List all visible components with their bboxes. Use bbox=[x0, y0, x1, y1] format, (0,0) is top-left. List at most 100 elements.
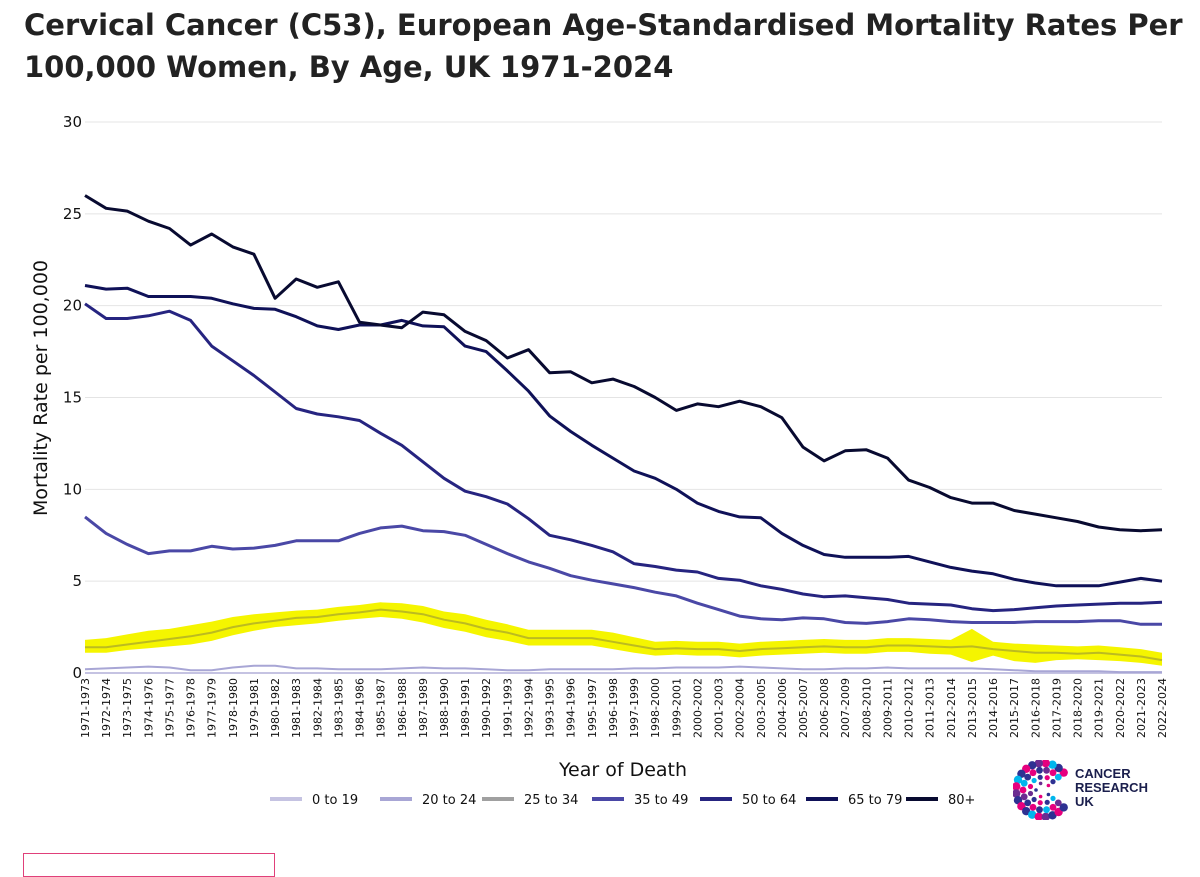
logo-dot bbox=[1031, 796, 1037, 803]
x-tick-label: 1985-1987 bbox=[375, 678, 388, 738]
x-tick-label: 2008-2010 bbox=[860, 678, 873, 738]
logo-dot bbox=[1036, 806, 1043, 814]
x-tick-label: 1978-1980 bbox=[227, 678, 240, 738]
logo-line: RESEARCH bbox=[1075, 780, 1148, 795]
logo-dot bbox=[1054, 799, 1062, 807]
logo-line: UK bbox=[1075, 794, 1094, 809]
x-tick-label: 2019-2021 bbox=[1093, 678, 1106, 738]
x-tick-label: 1973-1975 bbox=[121, 678, 134, 738]
logo-dot bbox=[1028, 810, 1037, 819]
logo-dot bbox=[1013, 775, 1023, 784]
logo-dot bbox=[1046, 783, 1051, 788]
y-tick-label: 5 bbox=[72, 572, 82, 590]
logo-dot bbox=[1012, 782, 1021, 791]
logo-dot bbox=[1049, 769, 1057, 777]
x-tick-label: 1984-1986 bbox=[354, 678, 367, 738]
logo-dot bbox=[1036, 766, 1043, 774]
x-tick-label: 2002-2004 bbox=[734, 678, 747, 738]
logo-dot bbox=[1027, 783, 1034, 790]
logo-dot bbox=[1048, 760, 1057, 769]
legend: 0 to 19 20 to 24 25 to 34 35 to 49 50 to 64 6… bbox=[270, 793, 975, 808]
x-tick-label: 1995-1997 bbox=[586, 678, 599, 738]
legend-label: 25 to 34 bbox=[524, 793, 578, 808]
x-tick-label: 2014-2016 bbox=[987, 678, 1000, 738]
x-tick-label: 2005-2007 bbox=[797, 678, 810, 738]
x-tick-label: 2017-2019 bbox=[1050, 678, 1063, 738]
logo-dot bbox=[1041, 812, 1050, 822]
x-tick-label: 2022-2024 bbox=[1156, 678, 1169, 738]
logo-dot bbox=[1038, 794, 1043, 799]
x-tick-label: 1977-1979 bbox=[206, 678, 219, 738]
y-tick-label: 30 bbox=[63, 113, 82, 131]
series-line bbox=[84, 515, 1162, 626]
cancer-research-uk-logo: CANCER RESEARCH UK bbox=[1012, 758, 1183, 822]
confidence-band-area bbox=[85, 602, 1162, 666]
x-tick-label: 2015-2017 bbox=[1008, 678, 1021, 738]
page-title: Cervical Cancer (C53), European Age-Stan… bbox=[24, 8, 1183, 84]
x-tick-label: 1986-1988 bbox=[396, 678, 409, 738]
x-tick-label: 1974-1976 bbox=[142, 678, 155, 738]
logo-line: CANCER bbox=[1075, 766, 1131, 781]
x-tick-label: 2001-2003 bbox=[713, 678, 726, 738]
x-tick-label: 2006-2008 bbox=[818, 678, 831, 738]
series-line bbox=[85, 608, 1163, 662]
logo-dot bbox=[1044, 799, 1050, 805]
x-tick-label: 1971-1973 bbox=[79, 678, 92, 738]
x-tick-label: 2003-2005 bbox=[755, 678, 768, 738]
legend-label: 0 to 19 bbox=[312, 793, 358, 808]
x-tick-label: 2000-2002 bbox=[691, 678, 704, 738]
series-line bbox=[84, 302, 1163, 613]
x-tick-label: 2018-2020 bbox=[1072, 678, 1085, 738]
legend-label: 65 to 79 bbox=[848, 793, 902, 808]
logo-icon bbox=[1012, 758, 1068, 822]
logo-dot bbox=[1043, 806, 1050, 814]
bottom-frame bbox=[23, 853, 275, 877]
x-tick-label: 1988-1990 bbox=[438, 678, 451, 738]
confidence-band bbox=[85, 602, 1162, 666]
logo-dot bbox=[1031, 777, 1037, 784]
logo-dot bbox=[1034, 759, 1043, 768]
x-tick-label: 1996-1998 bbox=[607, 678, 620, 738]
logo-dot bbox=[1054, 773, 1062, 781]
x-axis-label: Year of Death bbox=[558, 759, 687, 781]
x-tick-label: 1980-1982 bbox=[269, 678, 282, 738]
x-tick-label: 2021-2023 bbox=[1135, 678, 1148, 738]
y-tick-label: 15 bbox=[63, 389, 82, 407]
logo-dot bbox=[1024, 773, 1032, 781]
series-line bbox=[84, 664, 1162, 674]
series-lines bbox=[84, 194, 1163, 674]
x-tick-label: 1976-1978 bbox=[185, 678, 198, 738]
x-tick-label: 1979-1981 bbox=[248, 678, 261, 738]
logo-dot bbox=[1041, 758, 1050, 768]
grid-lines bbox=[85, 121, 1162, 674]
x-tick-label: 2013-2015 bbox=[966, 678, 979, 738]
logo-dot bbox=[1043, 766, 1050, 774]
logo-dot bbox=[1037, 800, 1043, 806]
logo-dot bbox=[1044, 775, 1050, 781]
y-tick-label: 10 bbox=[63, 480, 82, 498]
logo-text: CANCER RESEARCH UK bbox=[1075, 767, 1148, 809]
x-tick-label: 1989-1991 bbox=[459, 678, 472, 738]
x-tick-label: 1987-1989 bbox=[417, 678, 430, 738]
x-tick-label: 1992-1994 bbox=[522, 678, 535, 738]
x-tick-label: 2016-2018 bbox=[1029, 678, 1042, 738]
y-tick-labels: 0 5 10 15 20 25 30 bbox=[63, 113, 82, 682]
legend-label: 20 to 24 bbox=[422, 793, 476, 808]
x-tick-label: 1972-1974 bbox=[100, 678, 113, 738]
logo-dot bbox=[1020, 779, 1028, 787]
logo-dot bbox=[1050, 795, 1056, 801]
series-line bbox=[84, 194, 1163, 533]
x-tick-label: 1993-1995 bbox=[544, 678, 557, 738]
y-tick-label: 0 bbox=[72, 664, 82, 682]
logo-dot bbox=[1024, 799, 1032, 807]
logo-dot bbox=[1020, 793, 1028, 801]
x-tick-label: 1999-2001 bbox=[670, 678, 683, 738]
x-tick-label: 1994-1996 bbox=[565, 678, 578, 738]
y-tick-label: 25 bbox=[63, 205, 82, 223]
x-tick-label: 2009-2011 bbox=[881, 678, 894, 738]
x-tick-label: 1975-1977 bbox=[163, 678, 176, 738]
x-tick-label: 2020-2022 bbox=[1114, 678, 1127, 738]
logo-dot bbox=[1034, 788, 1038, 792]
legend-label: 35 to 49 bbox=[634, 793, 688, 808]
y-axis-label: Mortality Rate per 100,000 bbox=[30, 260, 52, 516]
